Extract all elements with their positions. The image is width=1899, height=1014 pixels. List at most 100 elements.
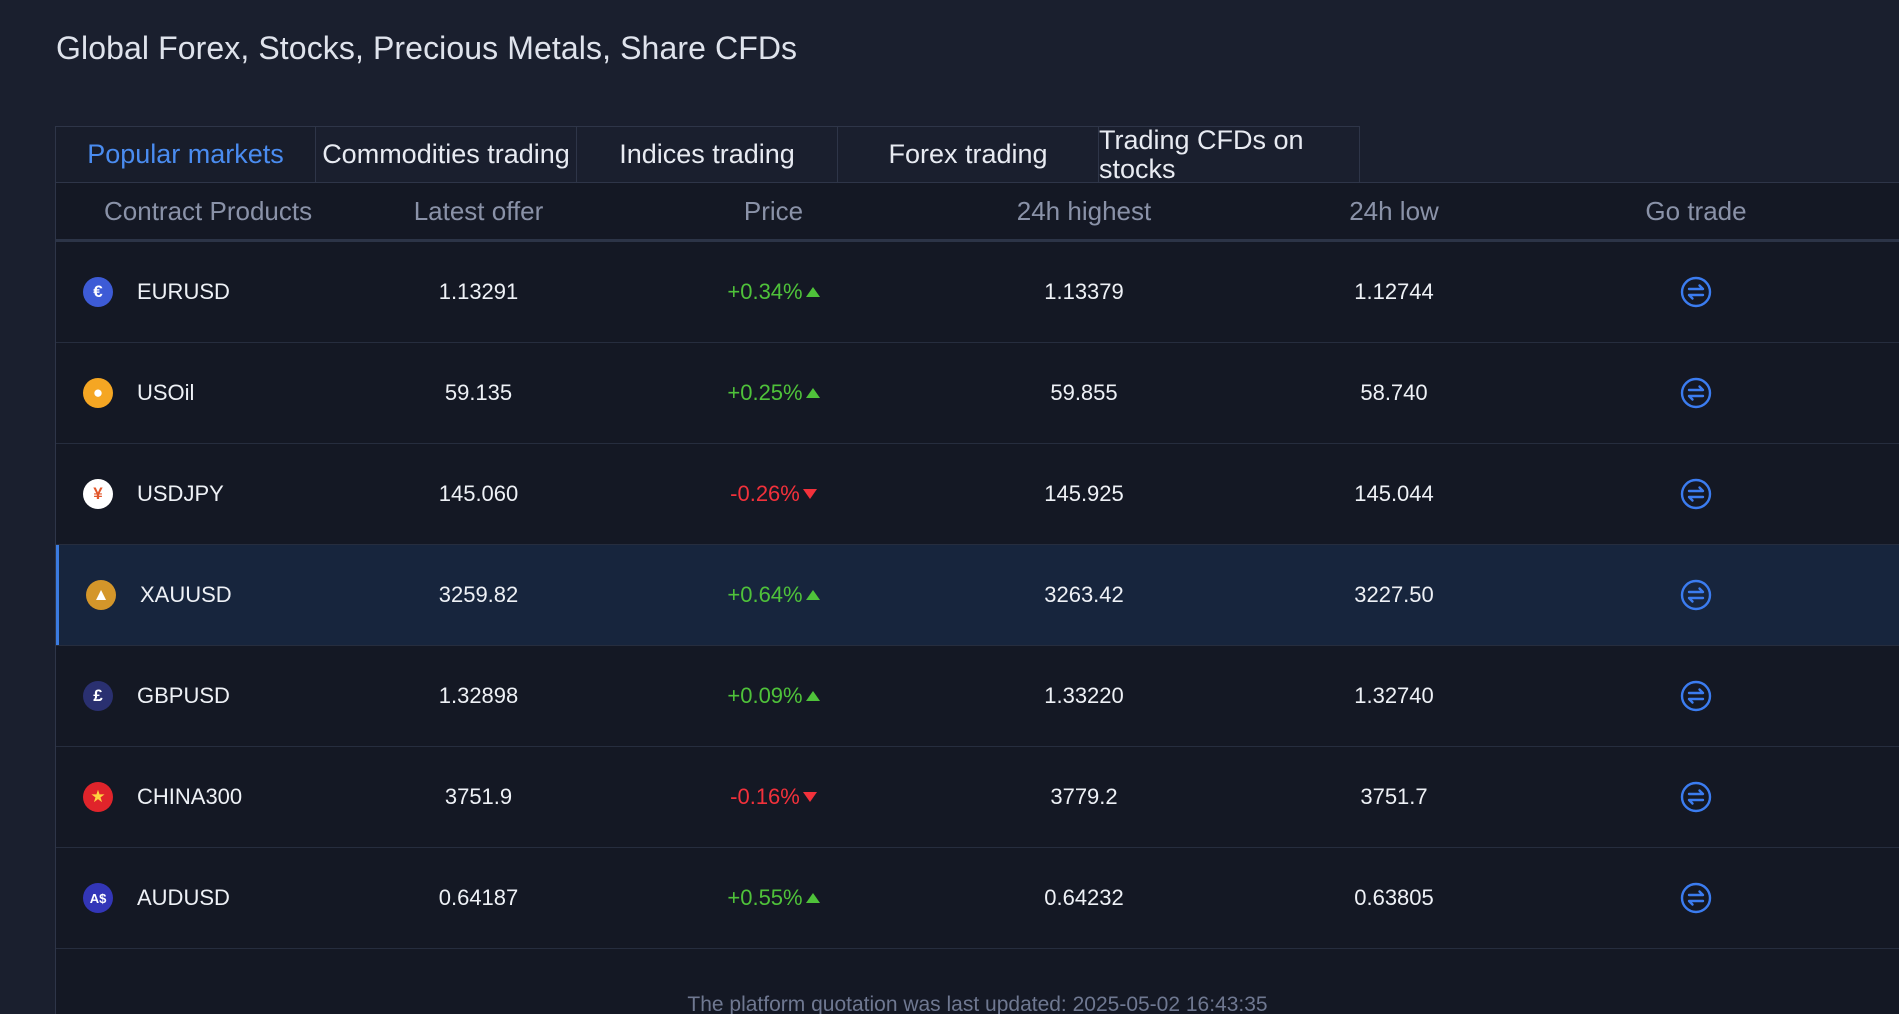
euro-icon: € <box>83 277 113 307</box>
tab-indices-trading[interactable]: Indices trading <box>577 126 838 182</box>
product-name: USDJPY <box>137 481 224 506</box>
24h-highest: 3263.42 <box>1044 582 1124 607</box>
24h-low: 145.044 <box>1354 481 1434 506</box>
yen-icon: ¥ <box>83 479 113 509</box>
price-change: +0.34% <box>606 279 941 305</box>
24h-low: 3751.7 <box>1360 784 1428 809</box>
arrow-up-icon <box>805 590 820 600</box>
column-header-go-trade: Go trade <box>1645 195 1747 226</box>
last-updated-note: The platform quotation was last updated:… <box>687 993 1268 1014</box>
price-change-value: +0.34% <box>727 279 803 304</box>
go-trade-cell <box>1561 680 1831 712</box>
tab-popular-markets[interactable]: Popular markets <box>55 126 316 182</box>
product-cell: ¥ USDJPY <box>56 479 351 509</box>
price-change: +0.64% <box>606 582 941 608</box>
price-change: +0.25% <box>606 380 941 406</box>
table-row[interactable]: € EURUSD 1.13291 +0.34% 1.13379 1.12744 <box>56 242 1899 343</box>
product-name: USOil <box>137 380 195 405</box>
go-trade-cell <box>1561 579 1831 611</box>
trade-swap-icon[interactable] <box>1680 882 1712 914</box>
aud-icon: A$ <box>83 883 113 913</box>
24h-highest: 3779.2 <box>1050 784 1118 809</box>
price-change-value: +0.55% <box>727 885 803 910</box>
column-header-price: Price <box>743 195 804 226</box>
tab-trading-cfds-on-stocks[interactable]: Trading CFDs on stocks <box>1099 126 1360 183</box>
product-cell: ▲ XAUUSD <box>56 580 351 610</box>
price-change: -0.26% <box>606 481 941 507</box>
table-row[interactable]: ★ CHINA300 3751.9 -0.16% 3779.2 3751.7 <box>56 747 1899 848</box>
product-name: XAUUSD <box>140 582 232 607</box>
price-change-value: -0.26% <box>730 481 800 506</box>
tab-forex-trading[interactable]: Forex trading <box>838 126 1099 182</box>
price-change-value: +0.09% <box>727 683 803 708</box>
market-tabs: Popular markets Commodities trading Indi… <box>55 126 1360 183</box>
table-row[interactable]: A$ AUDUSD 0.64187 +0.55% 0.64232 0.63805 <box>56 848 1899 949</box>
arrow-down-icon <box>802 792 817 802</box>
go-trade-cell <box>1561 478 1831 510</box>
table-row[interactable]: ¥ USDJPY 145.060 -0.26% 145.925 145.044 <box>56 444 1899 545</box>
quotes-table: Contract Products Latest offer Price 24h… <box>55 182 1899 1014</box>
trade-swap-icon[interactable] <box>1680 680 1712 712</box>
product-name: EURUSD <box>137 279 230 304</box>
gold-bars-icon: ▲ <box>86 580 116 610</box>
trade-swap-icon[interactable] <box>1680 579 1712 611</box>
go-trade-cell <box>1561 377 1831 409</box>
24h-low: 1.32740 <box>1354 683 1434 708</box>
china-flag-icon: ★ <box>83 782 113 812</box>
24h-highest: 1.33220 <box>1044 683 1124 708</box>
pound-icon: £ <box>83 681 113 711</box>
arrow-up-icon <box>805 388 820 398</box>
price-change-value: -0.16% <box>730 784 800 809</box>
arrow-up-icon <box>805 287 820 297</box>
trade-swap-icon[interactable] <box>1680 276 1712 308</box>
latest-offer: 3259.82 <box>438 582 519 607</box>
go-trade-cell <box>1561 882 1831 914</box>
24h-highest: 145.925 <box>1044 481 1124 506</box>
24h-low: 58.740 <box>1360 380 1428 405</box>
product-cell: A$ AUDUSD <box>56 883 351 913</box>
24h-highest: 0.64232 <box>1044 885 1124 910</box>
go-trade-cell <box>1561 781 1831 813</box>
table-header: Contract Products Latest offer Price 24h… <box>56 183 1899 242</box>
latest-offer: 59.135 <box>444 380 513 405</box>
latest-offer: 3751.9 <box>444 784 513 809</box>
product-name: CHINA300 <box>137 784 243 809</box>
24h-highest: 59.855 <box>1050 380 1118 405</box>
trade-swap-icon[interactable] <box>1680 377 1712 409</box>
table-row[interactable]: ● USOil 59.135 +0.25% 59.855 58.740 <box>56 343 1899 444</box>
trade-swap-icon[interactable] <box>1680 478 1712 510</box>
table-row[interactable]: £ GBPUSD 1.32898 +0.09% 1.33220 1.32740 <box>56 646 1899 747</box>
product-cell: £ GBPUSD <box>56 681 351 711</box>
latest-offer: 1.32898 <box>438 683 519 708</box>
product-name: GBPUSD <box>137 683 230 708</box>
price-change: -0.16% <box>606 784 941 810</box>
product-cell: € EURUSD <box>56 277 351 307</box>
24h-low: 1.12744 <box>1354 279 1434 304</box>
24h-low: 0.63805 <box>1354 885 1434 910</box>
product-cell: ● USOil <box>56 378 351 408</box>
trade-swap-icon[interactable] <box>1680 781 1712 813</box>
24h-low: 3227.50 <box>1354 582 1434 607</box>
table-row[interactable]: ▲ XAUUSD 3259.82 +0.64% 3263.42 3227.50 <box>56 545 1899 646</box>
arrow-up-icon <box>805 893 820 903</box>
column-header-latest-offer: Latest offer <box>413 195 544 226</box>
price-change-value: +0.64% <box>727 582 803 607</box>
oil-drop-icon: ● <box>83 378 113 408</box>
product-cell: ★ CHINA300 <box>56 782 351 812</box>
24h-highest: 1.13379 <box>1044 279 1124 304</box>
latest-offer: 0.64187 <box>438 885 519 910</box>
arrow-up-icon <box>805 691 820 701</box>
price-change: +0.55% <box>606 885 941 911</box>
go-trade-cell <box>1561 276 1831 308</box>
page-title: Global Forex, Stocks, Precious Metals, S… <box>56 30 798 66</box>
column-header-24h-highest: 24h highest <box>1016 195 1152 226</box>
column-header-24h-low: 24h low <box>1349 195 1439 226</box>
column-header-contract-products: Contract Products <box>104 195 313 226</box>
tab-commodities-trading[interactable]: Commodities trading <box>316 126 577 182</box>
price-change-value: +0.25% <box>727 380 803 405</box>
table-body: € EURUSD 1.13291 +0.34% 1.13379 1.12744 … <box>56 242 1899 949</box>
arrow-down-icon <box>802 489 817 499</box>
price-change: +0.09% <box>606 683 941 709</box>
latest-offer: 145.060 <box>438 481 519 506</box>
